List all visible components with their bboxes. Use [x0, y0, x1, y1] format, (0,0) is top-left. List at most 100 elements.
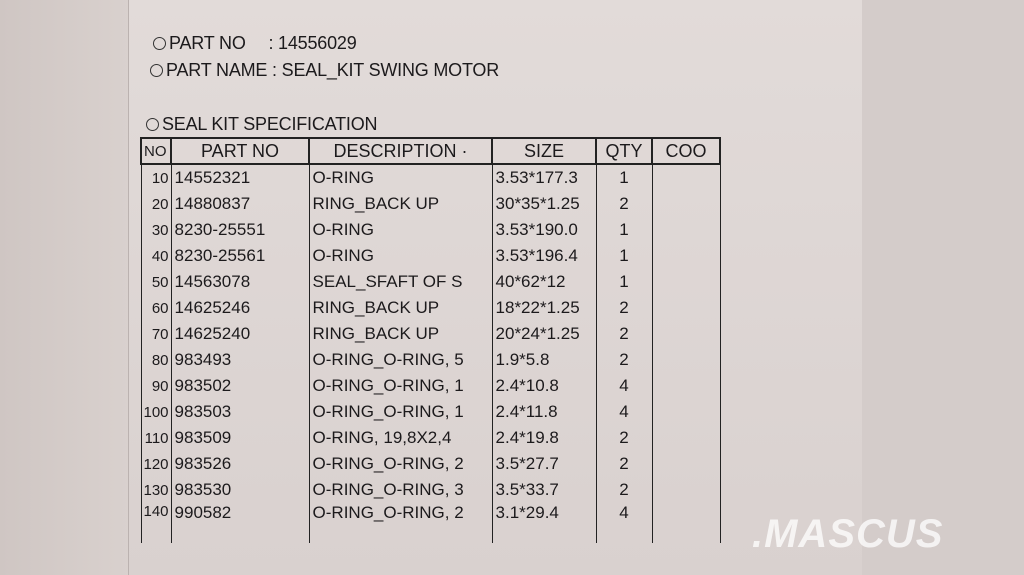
mascus-watermark: .MASCUS	[752, 512, 944, 556]
circle-bullet-icon	[150, 64, 163, 77]
cell-qty: 4	[595, 503, 653, 543]
circle-bullet-icon	[153, 37, 166, 50]
header-description: DESCRIPTION ·	[308, 137, 494, 165]
cell-coo	[651, 295, 721, 321]
cell-size: 2.4*19.8	[491, 425, 597, 451]
cell-part-no: 983493	[170, 347, 310, 373]
cell-qty: 2	[595, 347, 653, 373]
cell-description: RING_BACK UP	[308, 295, 493, 321]
table-header-row: NO PART NO DESCRIPTION · SIZE QTY COO	[139, 137, 722, 165]
cell-description: O-RING	[308, 243, 493, 269]
cell-part-no: 8230-25561	[170, 243, 310, 269]
cell-size: 2.4*11.8	[491, 399, 597, 425]
cell-qty: 1	[595, 269, 653, 295]
cell-size: 18*22*1.25	[491, 295, 597, 321]
cell-description: O-RING_O-RING, 2	[308, 503, 493, 543]
cell-part-no: 983530	[170, 477, 310, 503]
header-part-no: PART NO	[170, 137, 311, 165]
table-row: 50 14563078 SEAL_SFAFT OF S 40*62*12 1	[140, 269, 721, 295]
cell-no: 80	[140, 347, 172, 373]
cell-coo	[651, 451, 721, 477]
cell-qty: 2	[595, 477, 653, 503]
table-row: 100 983503 O-RING_O-RING, 1 2.4*11.8 4	[140, 399, 721, 425]
part-no-value: : 14556029	[268, 33, 357, 53]
table-row: 10 14552321 O-RING 3.53*177.3 1	[140, 164, 721, 191]
cell-coo	[651, 217, 721, 243]
cell-part-no: 983526	[170, 451, 310, 477]
cell-qty: 2	[595, 425, 653, 451]
cell-part-no: 983503	[170, 399, 310, 425]
cell-qty: 2	[595, 321, 653, 347]
cell-coo	[651, 164, 721, 191]
cell-no: 100	[140, 399, 172, 425]
cell-coo	[651, 503, 721, 543]
cell-no: 120	[140, 451, 172, 477]
cell-size: 3.53*196.4	[491, 243, 597, 269]
cell-coo	[651, 373, 721, 399]
cell-description: O-RING_O-RING, 2	[308, 451, 493, 477]
cell-size: 3.53*190.0	[491, 217, 597, 243]
cell-size: 20*24*1.25	[491, 321, 597, 347]
spec-title: SEAL KIT SPECIFICATION	[162, 114, 378, 134]
header-qty: QTY	[595, 137, 654, 165]
cell-description: O-RING_O-RING, 1	[308, 373, 493, 399]
part-no-label: PART NO	[169, 33, 246, 53]
table-row: 20 14880837 RING_BACK UP 30*35*1.25 2	[140, 191, 721, 217]
cell-size: 3.5*33.7	[491, 477, 597, 503]
cell-part-no: 14625240	[170, 321, 310, 347]
cell-no: 130	[140, 477, 172, 503]
cell-part-no: 14563078	[170, 269, 310, 295]
cell-description: O-RING_O-RING, 1	[308, 399, 493, 425]
cell-qty: 2	[595, 191, 653, 217]
table-row: 60 14625246 RING_BACK UP 18*22*1.25 2	[140, 295, 721, 321]
cell-part-no: 14880837	[170, 191, 310, 217]
cell-qty: 4	[595, 373, 653, 399]
header-size: SIZE	[491, 137, 598, 165]
cell-qty: 1	[595, 164, 653, 191]
cell-no: 50	[140, 269, 172, 295]
cell-no: 60	[140, 295, 172, 321]
part-name-line: PART NAME : SEAL_KIT SWING MOTOR	[150, 60, 499, 81]
cell-size: 30*35*1.25	[491, 191, 597, 217]
table-row: 90 983502 O-RING_O-RING, 1 2.4*10.8 4	[140, 373, 721, 399]
cell-coo	[651, 425, 721, 451]
cell-qty: 2	[595, 295, 653, 321]
cell-coo	[651, 191, 721, 217]
cell-description: O-RING_O-RING, 3	[308, 477, 493, 503]
table-row: 130 983530 O-RING_O-RING, 3 3.5*33.7 2	[140, 477, 721, 503]
spec-title-line: SEAL KIT SPECIFICATION	[146, 114, 378, 135]
cell-no: 30	[140, 217, 172, 243]
cell-description: O-RING	[308, 164, 493, 191]
cell-description: O-RING, 19,8X2,4	[308, 425, 493, 451]
cell-size: 2.4*10.8	[491, 373, 597, 399]
cell-description: RING_BACK UP	[308, 321, 493, 347]
cell-coo	[651, 269, 721, 295]
cell-no: 90	[140, 373, 172, 399]
cell-no: 70	[140, 321, 172, 347]
circle-bullet-icon	[146, 118, 159, 131]
part-name-label: PART NAME	[166, 60, 268, 80]
cell-coo	[651, 243, 721, 269]
cell-coo	[651, 477, 721, 503]
cell-part-no: 983502	[170, 373, 310, 399]
cell-coo	[651, 321, 721, 347]
table-row: 80 983493 O-RING_O-RING, 5 1.9*5.8 2	[140, 347, 721, 373]
table-row: 120 983526 O-RING_O-RING, 2 3.5*27.7 2	[140, 451, 721, 477]
header-no: NO	[139, 137, 173, 165]
cell-coo	[651, 399, 721, 425]
seal-kit-table: NO PART NO DESCRIPTION · SIZE QTY COO 10…	[139, 137, 722, 543]
background	[862, 0, 1024, 575]
cell-qty: 4	[595, 399, 653, 425]
cell-part-no: 14625246	[170, 295, 310, 321]
cell-part-no: 8230-25551	[170, 217, 310, 243]
cell-size: 40*62*12	[491, 269, 597, 295]
cell-part-no: 990582	[170, 503, 310, 543]
cell-coo	[651, 347, 721, 373]
cell-qty: 2	[595, 451, 653, 477]
cell-size: 1.9*5.8	[491, 347, 597, 373]
table-body: 10 14552321 O-RING 3.53*177.3 1 20 14880837 RIN…	[140, 164, 721, 543]
cell-part-no: 14552321	[170, 164, 310, 191]
cell-size: 3.53*177.3	[491, 164, 597, 191]
cell-qty: 1	[595, 243, 653, 269]
cell-description: O-RING	[308, 217, 493, 243]
